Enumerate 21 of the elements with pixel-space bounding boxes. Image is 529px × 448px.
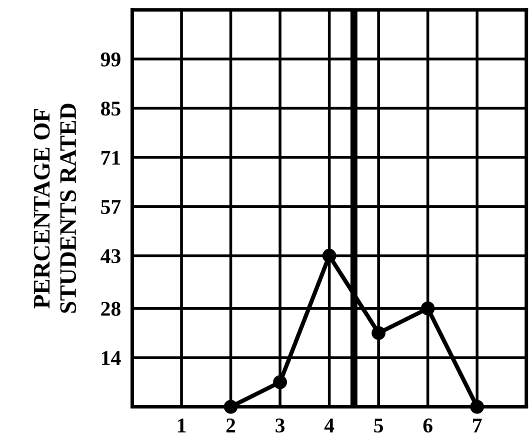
x-tick-label: 4 <box>324 418 334 432</box>
point <box>372 326 386 340</box>
point <box>470 400 484 414</box>
x-tick-label: 2 <box>226 418 236 432</box>
point <box>273 375 287 390</box>
x-tick-label: 6 <box>423 418 432 433</box>
y-tick-label: 99 <box>100 52 120 66</box>
y-tick-label: 14 <box>102 351 121 365</box>
y-axis-title: PERCENTAGE OF STUDENTS RATED <box>34 104 76 313</box>
x-tick-label: 7 <box>473 418 482 432</box>
x-tick-label: 3 <box>276 418 285 433</box>
point <box>224 400 238 414</box>
point <box>322 248 336 263</box>
point <box>420 301 435 316</box>
y-tick-label: 43 <box>100 249 120 264</box>
x-tick-label: 1 <box>178 418 186 432</box>
y-tick-label: 71 <box>101 150 120 165</box>
y-tick-label: 28 <box>101 302 120 316</box>
y-tick-label: 57 <box>101 200 121 214</box>
y-tick-label: 85 <box>101 102 120 116</box>
x-tick-label: 5 <box>374 418 384 433</box>
